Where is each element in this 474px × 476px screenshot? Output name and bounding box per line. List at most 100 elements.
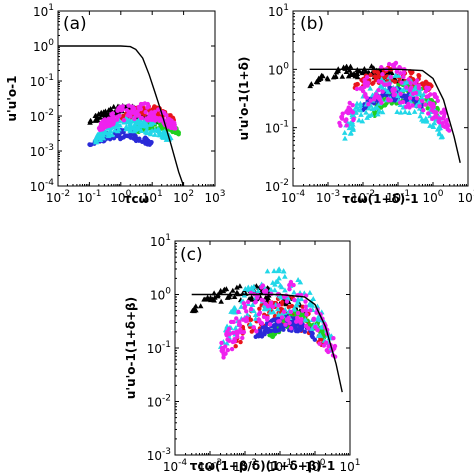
data-point-cyan [419, 116, 425, 122]
y-tick-label: 10-1 [30, 73, 54, 89]
data-point-magenta [153, 118, 158, 123]
data-point-magenta [416, 85, 422, 91]
data-point-magenta [376, 87, 381, 93]
data-point-cyan [160, 131, 167, 137]
data-point-cyan [348, 130, 354, 136]
data-point-red [289, 303, 295, 309]
data-point-blue [404, 93, 409, 99]
data-point-cyan [363, 109, 369, 115]
y-tick-label: 101 [150, 233, 171, 249]
plot-frame [57, 10, 216, 187]
x-tick-label: 10-4 [163, 458, 188, 474]
data-point-magenta [238, 327, 243, 332]
data-point-red [272, 313, 278, 319]
data-point-magenta [276, 303, 281, 308]
data-point-magenta [401, 74, 406, 80]
data-point-cyan [280, 268, 287, 274]
data-point-blue [143, 141, 148, 146]
data-point-magenta [339, 116, 345, 121]
data-point-cyan [295, 277, 301, 283]
data-point-magenta [406, 101, 411, 107]
data-point-magenta [267, 322, 273, 327]
data-point-magenta [362, 81, 367, 86]
data-point-black [231, 293, 238, 299]
data-point-magenta [398, 71, 403, 76]
data-point-cyan [162, 133, 169, 139]
data-point-magenta [338, 123, 343, 128]
data-point-magenta [220, 347, 226, 352]
data-point-magenta [288, 309, 294, 315]
data-point-cyan [438, 134, 445, 140]
data-point-magenta [245, 299, 251, 305]
data-point-blue [117, 134, 122, 140]
data-point-red [238, 339, 243, 345]
data-point-magenta [324, 348, 330, 353]
data-point-blue [268, 328, 274, 334]
data-point-green [300, 312, 306, 317]
data-point-black [221, 286, 228, 292]
data-point-cyan [138, 128, 145, 134]
data-point-cyan [224, 340, 230, 346]
data-point-blue [148, 140, 153, 145]
data-point-magenta [441, 123, 446, 129]
data-point-magenta [287, 286, 292, 292]
y-tick-label: 101 [33, 3, 54, 19]
data-point-cyan [411, 108, 418, 114]
y-tick-label: 10-1 [265, 120, 289, 136]
data-point-magenta [403, 104, 409, 110]
data-point-magenta [423, 89, 429, 94]
data-point-black [343, 69, 350, 75]
x-tick-label: 10-1 [77, 189, 101, 205]
y-tick-label: 10-2 [30, 108, 54, 124]
data-point-magenta [241, 301, 247, 306]
data-point-magenta [376, 79, 381, 84]
data-point-magenta [109, 117, 114, 122]
data-point-magenta [222, 351, 227, 356]
data-point-magenta [374, 92, 379, 97]
data-point-cyan [247, 321, 254, 327]
data-point-cyan [147, 121, 153, 127]
data-point-cyan [278, 284, 285, 290]
data-point-cyan [97, 136, 104, 142]
data-point-magenta [303, 304, 308, 309]
data-point-magenta [222, 344, 228, 349]
data-point-magenta [298, 320, 303, 325]
data-point-cyan [275, 267, 282, 273]
data-point-magenta [431, 92, 437, 97]
data-point-cyan [242, 286, 249, 292]
data-point-magenta [401, 70, 407, 76]
data-point-magenta [277, 319, 282, 324]
data-point-cyan [107, 128, 114, 134]
data-point-magenta [380, 89, 385, 94]
data-point-cyan [271, 268, 277, 274]
data-point-cyan [272, 287, 278, 293]
data-point-magenta [387, 81, 392, 86]
data-point-magenta [156, 107, 161, 112]
x-tick-label: 10-3 [316, 189, 340, 205]
data-point-blue [293, 328, 299, 334]
data-point-cyan [412, 85, 419, 91]
data-point-magenta [363, 91, 368, 97]
data-point-black [211, 294, 218, 300]
x-tick-label: 101 [339, 458, 360, 474]
data-point-magenta [359, 85, 364, 91]
data-point-magenta [300, 308, 305, 313]
data-point-cyan [392, 72, 399, 78]
data-point-magenta [232, 336, 237, 342]
x-tick-label: 101 [142, 189, 163, 205]
data-point-red [372, 69, 377, 74]
data-point-magenta [407, 88, 413, 93]
data-point-cyan [141, 118, 147, 124]
data-point-magenta [366, 102, 371, 107]
y-tick-label: 10-2 [147, 394, 171, 410]
data-point-blue [302, 329, 308, 334]
data-point-magenta [288, 279, 294, 285]
data-point-cyan [270, 309, 277, 315]
data-point-magenta [414, 96, 420, 101]
data-point-cyan [427, 122, 433, 128]
data-point-magenta [227, 338, 232, 343]
data-point-magenta [326, 344, 331, 349]
data-point-magenta [292, 297, 297, 303]
data-point-cyan [255, 287, 261, 293]
